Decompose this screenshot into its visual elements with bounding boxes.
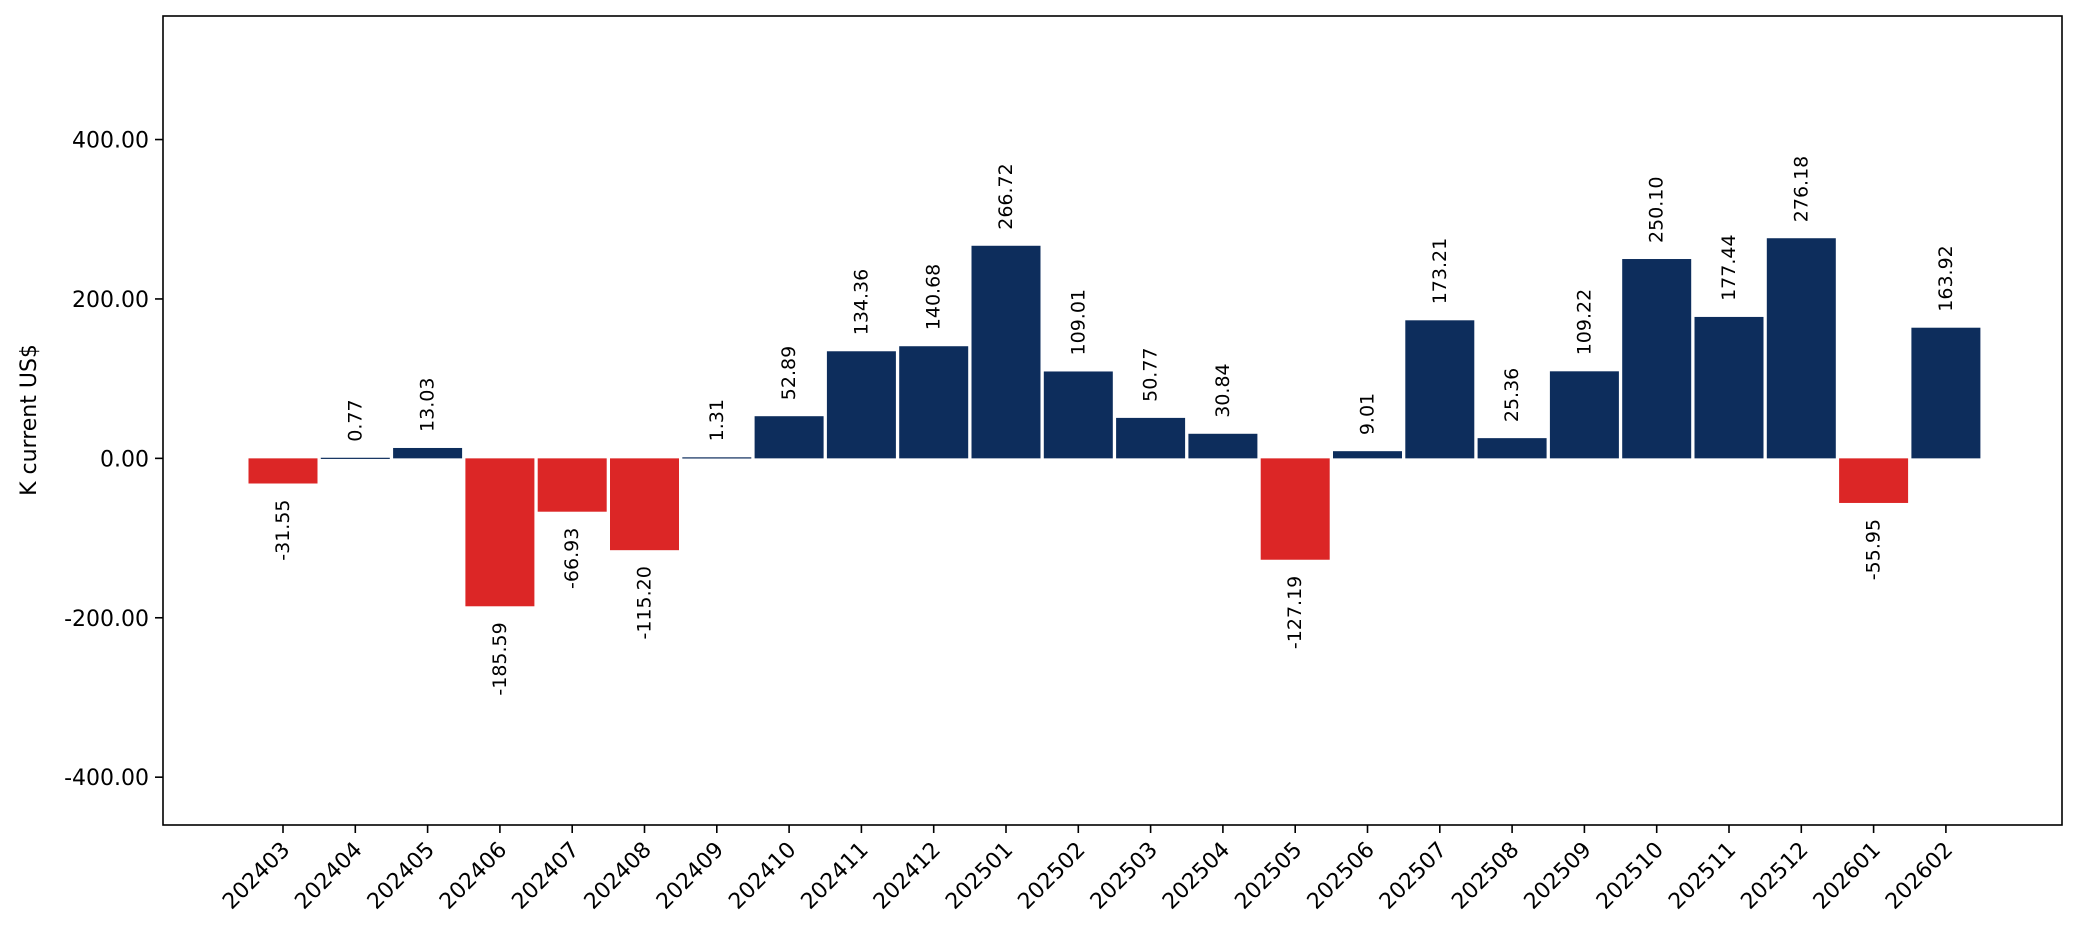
x-tick-label: 202510 xyxy=(1592,838,1669,915)
data-label: 13.03 xyxy=(417,378,439,432)
data-label: -66.93 xyxy=(561,528,583,589)
bar-202410 xyxy=(754,416,824,459)
x-tick-label: 202511 xyxy=(1664,838,1741,915)
x-tick-label: 202506 xyxy=(1303,838,1380,915)
y-axis: -400.00 -200.00 0.00 200.00 400.00 xyxy=(64,129,163,791)
y-tick-label: 200.00 xyxy=(72,288,149,313)
data-label: -31.55 xyxy=(272,500,294,561)
x-tick-label: 202408 xyxy=(580,838,657,915)
data-label: 173.21 xyxy=(1429,238,1451,304)
data-label: 140.68 xyxy=(923,264,945,330)
y-tick-label: -200.00 xyxy=(64,607,149,632)
bar-202602 xyxy=(1911,327,1981,459)
bar-202504 xyxy=(1188,433,1258,459)
data-label: 276.18 xyxy=(1790,156,1812,222)
data-label: 250.10 xyxy=(1646,177,1668,243)
plot-frame xyxy=(162,15,2063,826)
data-label: 163.92 xyxy=(1935,245,1957,311)
bar-202502 xyxy=(1043,371,1113,459)
x-tick-label: 202410 xyxy=(724,838,801,915)
bar-202408 xyxy=(610,458,679,551)
bar-202507 xyxy=(1405,320,1475,459)
x-tick-label: 202502 xyxy=(1013,838,1090,915)
x-tick-label: 202503 xyxy=(1086,838,1163,915)
bar-202409 xyxy=(682,457,752,459)
x-tick-label: 202512 xyxy=(1736,838,1813,915)
x-tick-label: 202507 xyxy=(1375,838,1452,915)
data-label: -55.95 xyxy=(1863,519,1885,580)
x-tick-label: 202411 xyxy=(797,838,874,915)
data-label: 1.31 xyxy=(706,399,728,441)
data-label: 25.36 xyxy=(1501,368,1523,422)
x-axis: 2024032024042024052024062024072024082024… xyxy=(218,825,1958,915)
x-tick-label: 202504 xyxy=(1158,838,1235,915)
x-tick-label: 202406 xyxy=(435,838,512,915)
bar-202505 xyxy=(1260,458,1330,560)
data-label: 9.01 xyxy=(1357,393,1379,435)
bar-202411 xyxy=(826,351,896,459)
data-label: -127.19 xyxy=(1284,576,1306,649)
data-label: -185.59 xyxy=(489,622,511,695)
x-tick-label: 202404 xyxy=(290,838,367,915)
data-label: 50.77 xyxy=(1140,347,1162,401)
bar-202511 xyxy=(1694,316,1764,459)
bar-202404 xyxy=(320,457,390,459)
bar-202509 xyxy=(1549,371,1619,459)
bars-layer xyxy=(248,238,1981,607)
x-tick-label: 202409 xyxy=(652,838,729,915)
bar-202412 xyxy=(899,346,969,459)
bar-202503 xyxy=(1116,417,1186,459)
y-tick-label: 400.00 xyxy=(72,129,149,154)
bar-202501 xyxy=(971,245,1041,459)
bar-202405 xyxy=(393,447,463,459)
data-label: -115.20 xyxy=(634,566,656,639)
x-tick-label: 202602 xyxy=(1881,838,1958,915)
bar-202601 xyxy=(1839,458,1909,503)
data-label: 177.44 xyxy=(1718,234,1740,300)
data-label: 134.36 xyxy=(850,269,872,335)
x-tick-label: 202412 xyxy=(869,838,946,915)
bar-202506 xyxy=(1333,451,1402,459)
bar-202406 xyxy=(465,458,535,607)
data-label: 52.89 xyxy=(778,346,800,400)
x-tick-label: 202403 xyxy=(218,838,295,915)
bar-202510 xyxy=(1622,259,1692,459)
bar-202407 xyxy=(537,458,607,512)
x-tick-label: 202505 xyxy=(1230,838,1307,915)
bar-202512 xyxy=(1766,238,1836,459)
data-label: 109.01 xyxy=(1067,289,1089,355)
x-tick-label: 202501 xyxy=(941,838,1018,915)
x-tick-label: 202509 xyxy=(1520,838,1597,915)
bar-202403 xyxy=(248,458,318,484)
bar-202508 xyxy=(1477,438,1547,459)
data-label: 266.72 xyxy=(995,163,1017,229)
data-label: 109.22 xyxy=(1573,289,1595,355)
y-tick-label: -400.00 xyxy=(64,766,149,791)
y-tick-label: 0.00 xyxy=(100,447,149,472)
data-label: 0.77 xyxy=(344,399,366,441)
data-label: 30.84 xyxy=(1212,363,1234,417)
data-labels: -31.55 0.77 13.03 -185.59 -66.93 -115.20 1.31 5… xyxy=(272,156,1957,696)
x-tick-label: 202601 xyxy=(1809,838,1886,915)
x-tick-label: 202508 xyxy=(1447,838,1524,915)
x-tick-label: 202407 xyxy=(507,838,584,915)
y-axis-title: K current US$ xyxy=(17,344,42,496)
x-tick-label: 202405 xyxy=(363,838,440,915)
